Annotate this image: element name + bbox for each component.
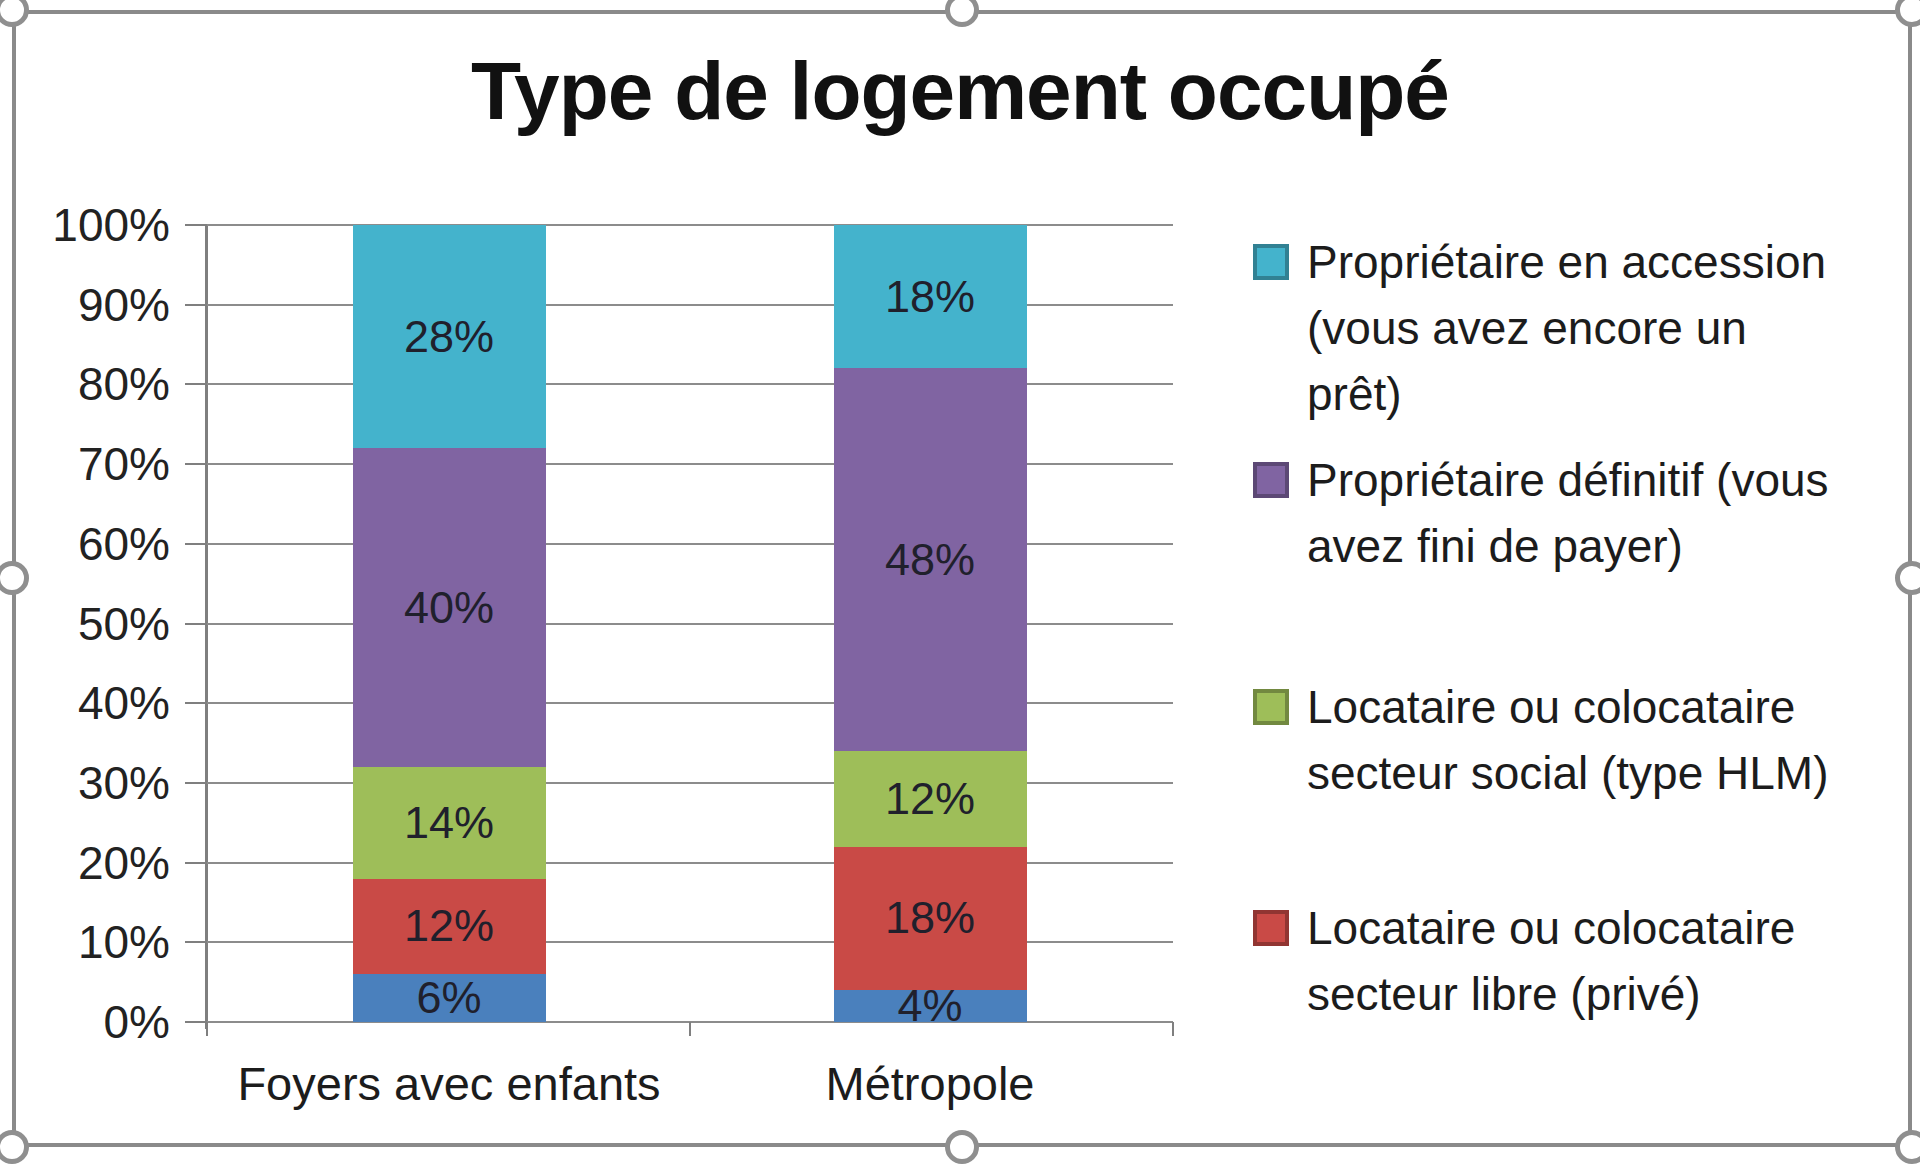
x-axis-tick [206,1022,208,1036]
data-label: 14% [353,790,546,856]
legend-label: Propriétaire définitif (vousavez fini de… [1307,447,1913,579]
y-axis-label: 100% [20,197,170,253]
data-label: 12% [834,766,1027,832]
x-axis-tick [1172,1022,1174,1036]
chart-title: Type de logement occupé [0,44,1920,138]
legend-label-line: Locataire ou colocataire [1307,895,1913,961]
y-axis-tick [185,224,207,226]
data-label: 48% [834,527,1027,593]
legend-swatch [1253,462,1289,498]
legend-label-line: Propriétaire en accession [1307,229,1913,295]
data-label: 40% [353,575,546,641]
selection-handle-bottom-left[interactable] [0,1130,29,1164]
legend-label-line: prêt) [1307,361,1913,427]
data-label: 18% [834,885,1027,951]
y-axis-tick [185,304,207,306]
selection-handle-bottom-center[interactable] [945,1130,979,1164]
legend-label-line: Locataire ou colocataire [1307,674,1913,740]
legend-label: Locataire ou colocatairesecteur libre (p… [1307,895,1913,1027]
selection-handle-bottom-right[interactable] [1895,1130,1920,1164]
legend-label-line: (vous avez encore un [1307,295,1913,361]
bar-1: 6%12%14%40%28% [353,225,546,1022]
legend-swatch [1253,689,1289,725]
plot-area: 6%12%14%40%28%4%18%12%48%18% [207,225,1173,1022]
y-axis-label: 80% [20,356,170,412]
x-axis-tick [689,1022,691,1036]
bar-2: 4%18%12%48%18% [834,225,1027,1022]
y-axis-tick [185,383,207,385]
y-axis-label: 30% [20,755,170,811]
y-axis-label: 40% [20,675,170,731]
y-axis-tick [185,941,207,943]
data-label: 18% [834,264,1027,330]
y-axis-tick [185,862,207,864]
y-axis-label: 70% [20,436,170,492]
legend-label: Propriétaire en accession(vous avez enco… [1307,229,1913,427]
y-axis-label: 90% [20,277,170,333]
legend-label-line: Propriétaire définitif (vous [1307,447,1913,513]
legend-label: Locataire ou colocatairesecteur social (… [1307,674,1913,806]
y-axis-label: 60% [20,516,170,572]
y-axis-tick [185,623,207,625]
y-axis-tick [185,463,207,465]
legend-label-line: avez fini de payer) [1307,513,1913,579]
legend-label-line: secteur social (type HLM) [1307,740,1913,806]
data-label: 4% [834,973,1027,1039]
data-label: 12% [353,893,546,959]
legend-swatch [1253,244,1289,280]
y-axis-label: 0% [20,994,170,1050]
y-axis-label: 20% [20,835,170,891]
category-label: Métropole [620,1056,1240,1111]
data-label: 6% [353,965,546,1031]
legend-label-line: secteur libre (privé) [1307,961,1913,1027]
y-axis-tick [185,543,207,545]
legend-swatch [1253,910,1289,946]
y-axis-label: 10% [20,914,170,970]
y-axis-tick [185,1021,207,1023]
y-axis-tick [185,782,207,784]
y-axis-label: 50% [20,596,170,652]
y-axis-tick [185,702,207,704]
data-label: 28% [353,304,546,370]
